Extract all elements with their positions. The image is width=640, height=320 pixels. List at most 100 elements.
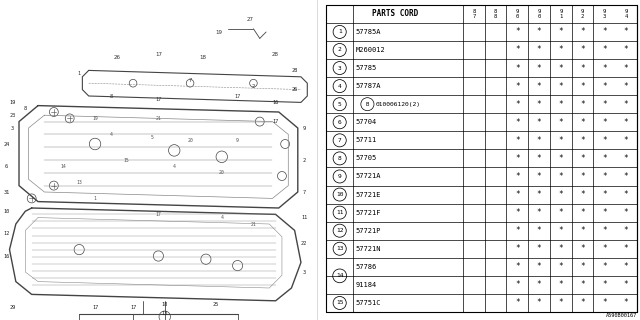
Text: *: *: [559, 118, 563, 127]
Text: 14: 14: [61, 164, 66, 169]
Text: 3: 3: [303, 269, 306, 275]
Text: *: *: [602, 190, 607, 199]
Text: *: *: [515, 100, 520, 109]
Text: *: *: [623, 45, 628, 54]
Text: 24: 24: [3, 141, 10, 147]
Text: 4: 4: [220, 215, 223, 220]
Text: 7: 7: [189, 77, 191, 83]
Text: *: *: [602, 172, 607, 181]
Text: *: *: [623, 299, 628, 308]
Text: 17: 17: [92, 305, 98, 310]
Text: *: *: [559, 100, 563, 109]
Text: *: *: [537, 154, 541, 163]
Text: *: *: [537, 172, 541, 181]
Text: *: *: [559, 154, 563, 163]
Text: 11: 11: [336, 210, 344, 215]
Text: *: *: [623, 244, 628, 253]
Text: 57786: 57786: [355, 264, 377, 270]
Text: *: *: [559, 244, 563, 253]
Text: 9: 9: [338, 174, 342, 179]
Text: 21: 21: [156, 116, 161, 121]
Text: 57705: 57705: [355, 156, 377, 161]
Text: 57785: 57785: [355, 65, 377, 71]
Text: *: *: [580, 190, 585, 199]
Text: *: *: [537, 28, 541, 36]
Text: *: *: [580, 28, 585, 36]
Text: 15: 15: [124, 157, 129, 163]
Text: 21: 21: [251, 221, 256, 227]
Text: 19: 19: [10, 100, 16, 105]
Text: *: *: [602, 154, 607, 163]
Text: *: *: [559, 262, 563, 271]
Text: 9
0: 9 0: [538, 9, 541, 19]
Text: *: *: [515, 262, 520, 271]
Text: *: *: [580, 82, 585, 91]
Text: 13: 13: [76, 180, 82, 185]
Text: *: *: [602, 280, 607, 289]
Text: *: *: [537, 100, 541, 109]
Text: *: *: [623, 280, 628, 289]
Text: *: *: [580, 64, 585, 73]
Text: *: *: [537, 262, 541, 271]
Text: 6: 6: [338, 120, 342, 125]
Text: 17: 17: [234, 93, 241, 99]
Text: 9
4: 9 4: [624, 9, 628, 19]
Text: 7: 7: [303, 189, 306, 195]
Text: 4: 4: [173, 164, 175, 169]
Text: 010006120(2): 010006120(2): [376, 102, 420, 107]
Text: 57711: 57711: [355, 137, 377, 143]
Text: *: *: [602, 100, 607, 109]
Text: 57751C: 57751C: [355, 300, 381, 306]
Text: *: *: [580, 208, 585, 217]
Text: 8
7: 8 7: [472, 9, 476, 19]
Text: 2: 2: [252, 84, 255, 89]
Text: *: *: [559, 280, 563, 289]
Text: *: *: [559, 28, 563, 36]
Text: 2: 2: [303, 157, 306, 163]
Text: 1: 1: [77, 71, 81, 76]
Text: *: *: [515, 154, 520, 163]
Text: 57785A: 57785A: [355, 29, 381, 35]
Text: 13: 13: [162, 311, 168, 316]
Text: *: *: [515, 136, 520, 145]
Text: 26: 26: [114, 55, 121, 60]
Text: *: *: [580, 244, 585, 253]
Text: 19: 19: [92, 116, 98, 121]
Text: 57721N: 57721N: [355, 246, 381, 252]
Text: 3: 3: [11, 125, 14, 131]
Text: *: *: [559, 299, 563, 308]
Text: *: *: [623, 172, 628, 181]
Text: *: *: [602, 299, 607, 308]
Text: *: *: [580, 172, 585, 181]
Text: 15: 15: [336, 300, 344, 306]
Text: 57787A: 57787A: [355, 83, 381, 89]
Text: 4: 4: [338, 84, 342, 89]
Text: 1: 1: [338, 29, 342, 35]
Text: *: *: [559, 190, 563, 199]
Text: *: *: [559, 172, 563, 181]
Text: *: *: [580, 136, 585, 145]
Text: 31: 31: [3, 189, 10, 195]
Text: *: *: [515, 118, 520, 127]
Text: 5: 5: [338, 102, 342, 107]
Text: *: *: [623, 118, 628, 127]
Text: 20: 20: [219, 170, 225, 175]
Text: 17: 17: [156, 212, 161, 217]
Text: *: *: [623, 262, 628, 271]
Text: 18: 18: [199, 55, 206, 60]
Text: 17: 17: [156, 97, 161, 102]
Text: *: *: [580, 226, 585, 235]
Text: 9
2: 9 2: [581, 9, 584, 19]
Text: 8: 8: [338, 156, 342, 161]
Text: 28: 28: [272, 52, 279, 57]
Text: 8: 8: [24, 106, 27, 111]
Text: *: *: [515, 226, 520, 235]
Text: *: *: [515, 45, 520, 54]
Text: A590B00167: A590B00167: [605, 313, 637, 318]
Text: 14: 14: [336, 273, 344, 278]
Text: *: *: [623, 28, 628, 36]
Text: *: *: [537, 280, 541, 289]
Text: 25: 25: [212, 301, 218, 307]
Text: *: *: [537, 45, 541, 54]
Text: *: *: [580, 100, 585, 109]
